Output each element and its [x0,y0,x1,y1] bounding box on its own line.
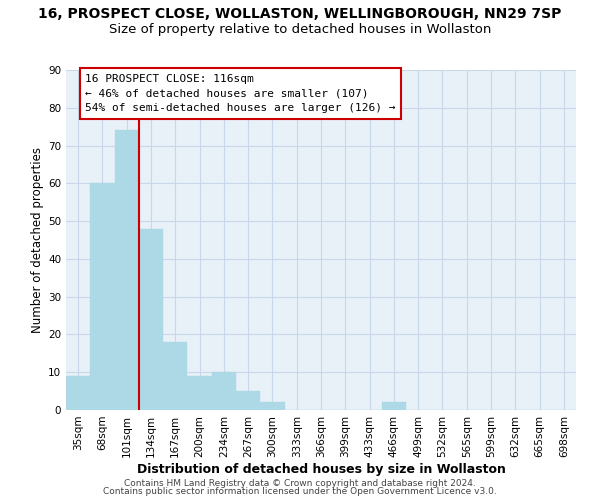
Bar [115,130,139,410]
Text: Size of property relative to detached houses in Wollaston: Size of property relative to detached ho… [109,22,491,36]
Text: Contains HM Land Registry data © Crown copyright and database right 2024.: Contains HM Land Registry data © Crown c… [124,478,476,488]
Bar [187,376,212,410]
Text: 16, PROSPECT CLOSE, WOLLASTON, WELLINGBOROUGH, NN29 7SP: 16, PROSPECT CLOSE, WOLLASTON, WELLINGBO… [38,8,562,22]
Text: 16 PROSPECT CLOSE: 116sqm
← 46% of detached houses are smaller (107)
54% of semi: 16 PROSPECT CLOSE: 116sqm ← 46% of detac… [85,74,396,114]
Bar [66,376,90,410]
Bar [236,391,260,410]
X-axis label: Distribution of detached houses by size in Wollaston: Distribution of detached houses by size … [137,462,505,475]
Bar [90,184,115,410]
Y-axis label: Number of detached properties: Number of detached properties [31,147,44,333]
Bar [382,402,406,410]
Bar [260,402,284,410]
Bar [212,372,236,410]
Text: Contains public sector information licensed under the Open Government Licence v3: Contains public sector information licen… [103,487,497,496]
Bar [139,228,163,410]
Bar [163,342,187,410]
